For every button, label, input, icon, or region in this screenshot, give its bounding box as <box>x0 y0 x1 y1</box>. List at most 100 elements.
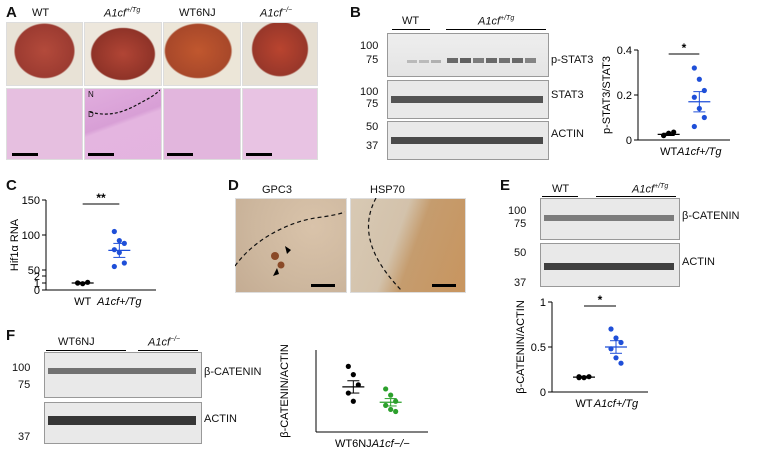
panel-letter-b: B <box>350 4 361 21</box>
data-point <box>691 65 697 71</box>
group-underline <box>446 29 546 30</box>
y-tick-label: 0 <box>626 135 632 147</box>
mw-marker: 100 <box>360 40 379 52</box>
group-underline <box>46 350 126 351</box>
data-point <box>383 402 389 408</box>
chart-b: 0 0.2 0.4 p-STAT3/STAT3 WT A1cf+/Tg * <box>601 41 730 158</box>
group-label: WT <box>32 7 50 19</box>
mw-marker: 37 <box>18 431 31 443</box>
group-label: A1cf+/Tg <box>632 183 669 196</box>
data-point <box>111 228 117 235</box>
data-point <box>393 398 399 404</box>
y-axis-label: β-CATENIN/ACTIN <box>279 344 291 438</box>
scale-bar <box>88 153 114 156</box>
blot-bands <box>48 368 196 425</box>
data-point <box>613 355 619 361</box>
group-label: A1cf−/− <box>260 7 293 20</box>
chart-e: 0 0.5 1 β-CATENIN/ACTIN WT A1cf+/Tg * <box>515 293 648 410</box>
data-point <box>383 386 389 392</box>
blot-bands <box>391 58 543 144</box>
group-underline <box>596 196 676 197</box>
data-point <box>701 114 707 121</box>
histology-image <box>242 88 318 160</box>
y-tick-label: 0.4 <box>617 45 632 57</box>
ihc-image <box>350 198 466 293</box>
y-tick-label: 0 <box>540 387 546 399</box>
mw-marker: 37 <box>366 140 379 152</box>
band-label: ACTIN <box>551 128 584 140</box>
group-label: A1cf+/Tg <box>478 15 515 28</box>
nodule-marker-d: D <box>88 110 94 119</box>
western-blot <box>387 33 549 77</box>
mw-marker: 75 <box>366 54 379 66</box>
histology-image <box>84 88 162 160</box>
tumor-border-line <box>89 89 160 115</box>
scale-bar <box>246 153 272 156</box>
y-tick-label: 50 <box>28 265 40 277</box>
histology-image <box>163 88 241 160</box>
mw-marker: 50 <box>366 121 379 133</box>
group-underline <box>138 350 198 351</box>
data-point <box>111 247 117 253</box>
mw-marker: 75 <box>514 218 527 230</box>
data-point <box>696 76 702 82</box>
nodule-marker-n: N <box>88 90 94 99</box>
data-point <box>121 260 127 266</box>
liver-photo <box>163 22 241 86</box>
band-label: β-CATENIN <box>682 210 740 222</box>
mw-marker: 100 <box>12 362 31 374</box>
panel-letter-c: C <box>6 177 17 194</box>
band-label: ACTIN <box>204 413 237 425</box>
data-point <box>691 123 697 130</box>
x-tick-label: WT <box>74 296 91 308</box>
chart-f: β-CATENIN/ACTIN WT6NJ A1cf−/− <box>279 344 428 450</box>
y-tick-label: 1 <box>540 297 546 309</box>
data-point <box>350 398 356 404</box>
significance-marker: ** <box>96 191 106 205</box>
x-tick-label: WT <box>660 146 677 158</box>
data-point <box>116 238 122 244</box>
y-axis-label: Hif1α RNA <box>9 218 21 271</box>
x-tick-label: WT6NJ <box>335 438 372 450</box>
mw-marker: 100 <box>360 86 379 98</box>
data-point <box>111 263 117 270</box>
x-tick-label: A1cf−/− <box>371 438 410 450</box>
data-point <box>613 335 619 341</box>
x-tick-label: A1cf+/Tg <box>593 398 639 410</box>
mw-marker: 100 <box>508 205 527 217</box>
data-point <box>388 392 394 398</box>
group-label: WT6NJ <box>58 336 95 348</box>
mw-marker: 75 <box>366 98 379 110</box>
group-underline <box>392 29 430 30</box>
group-label: A1cf+/Tg <box>104 7 141 20</box>
y-tick-label: 2 <box>34 271 40 283</box>
liver-photo <box>84 22 162 86</box>
band-label: ACTIN <box>682 256 715 268</box>
panel-letter-f: F <box>6 327 16 344</box>
panel-letter-e: E <box>500 177 511 194</box>
y-tick-label: 100 <box>22 230 40 242</box>
data-point <box>355 382 361 388</box>
stain-title: HSP70 <box>370 184 405 196</box>
group-underline <box>542 196 578 197</box>
band-label: p-STAT3 <box>551 54 594 66</box>
mw-marker: 75 <box>18 379 31 391</box>
y-axis-label: β-CATENIN/ACTIN <box>515 300 527 394</box>
data-point <box>608 326 614 332</box>
x-tick-label: A1cf+/Tg <box>96 296 142 308</box>
y-axis-label: p-STAT3/STAT3 <box>601 56 613 134</box>
data-point <box>691 94 697 100</box>
significance-marker: * <box>682 41 687 55</box>
data-point <box>350 372 356 378</box>
mw-marker: 37 <box>514 277 527 289</box>
tumor-border-line <box>235 211 345 287</box>
y-tick-label: 0 <box>34 285 40 297</box>
y-tick-label: 0.2 <box>617 90 632 102</box>
western-blot <box>44 352 202 398</box>
panel-letter-d: D <box>228 177 239 194</box>
group-label: WT <box>402 15 420 27</box>
data-point <box>618 339 624 346</box>
data-point <box>393 408 399 415</box>
stain-title: GPC3 <box>262 184 292 196</box>
x-tick-label: WT <box>575 398 592 410</box>
